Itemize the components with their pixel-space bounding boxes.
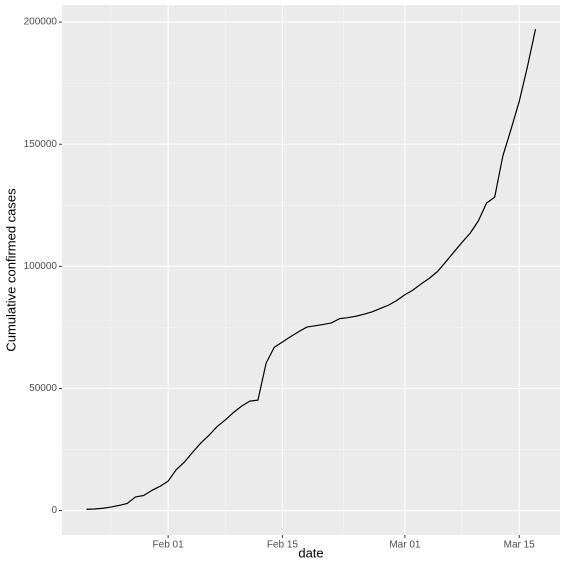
line [86,29,537,510]
y-tick-label: 50000 [29,383,57,394]
panel [62,5,560,535]
x-tick-label: Feb 01 [153,540,185,551]
x-tick-label: Feb 15 [267,540,299,551]
x-tick-label: Mar 15 [504,540,536,551]
y-tick-label: 150000 [24,139,58,150]
y-tick-label: 0 [51,505,57,516]
y-tick-label: 200000 [24,17,58,28]
x-tick-label: Mar 01 [389,540,421,551]
y-tick-label: 100000 [24,261,58,272]
x-axis-title: date [298,545,323,560]
y-axis-title: Cumulative confirmed cases [3,188,18,352]
